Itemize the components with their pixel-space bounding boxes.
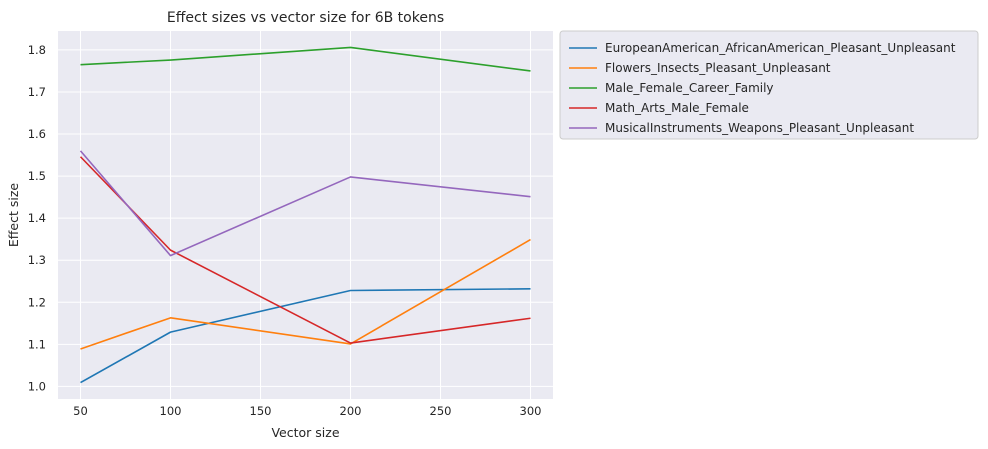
legend-entry: EuropeanAmerican_AfricanAmerican_Pleasan… <box>605 41 956 55</box>
x-tick-label: 300 <box>520 404 542 418</box>
y-tick-label: 1.7 <box>28 85 46 99</box>
y-tick-label: 1.2 <box>28 295 46 309</box>
x-tick-label: 250 <box>430 404 452 418</box>
y-tick-label: 1.6 <box>28 127 46 141</box>
legend-entry: Male_Female_Career_Family <box>605 81 774 95</box>
legend-entry: Flowers_Insects_Pleasant_Unpleasant <box>605 61 831 75</box>
x-tick-label: 200 <box>340 404 362 418</box>
y-axis-label: Effect size <box>6 183 21 247</box>
x-tick-label: 50 <box>73 404 88 418</box>
y-tick-label: 1.4 <box>28 211 46 225</box>
x-axis-label: Vector size <box>271 425 339 440</box>
legend-entry: Math_Arts_Male_Female <box>605 101 749 115</box>
series-line <box>79 150 531 257</box>
plot-area <box>58 31 553 399</box>
y-tick-label: 1.1 <box>28 337 46 351</box>
y-tick-labels: 1.0 1.1 1.2 1.3 1.4 1.5 1.6 1.7 1.8 <box>28 43 46 393</box>
y-tick-label: 1.8 <box>28 43 46 57</box>
y-tick-label: 1.0 <box>28 379 46 393</box>
legend-box <box>559 30 979 140</box>
legend: EuropeanAmerican_AfricanAmerican_Pleasan… <box>559 30 979 140</box>
x-tick-label: 150 <box>250 404 272 418</box>
series-line <box>80 46 531 72</box>
x-tick-labels: 50 100 150 200 250 300 <box>73 404 541 418</box>
legend-entry: MusicalInstruments_Weapons_Pleasant_Unpl… <box>605 121 914 135</box>
series-lines <box>79 46 531 384</box>
chart-title: Effect sizes vs vector size for 6B token… <box>167 10 444 26</box>
y-tick-label: 1.5 <box>28 169 46 183</box>
series-line <box>80 238 531 350</box>
series-line <box>80 288 531 384</box>
x-tick-label: 100 <box>160 404 182 418</box>
y-tick-label: 1.3 <box>28 253 46 267</box>
